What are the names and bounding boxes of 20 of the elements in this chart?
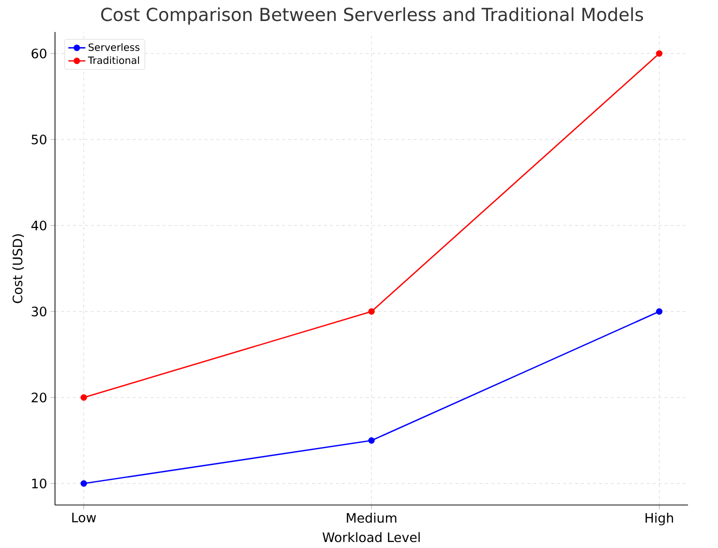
y-tick-label: 40	[31, 220, 46, 230]
x-tick-label: Low	[72, 512, 96, 522]
point	[656, 50, 662, 57]
legend-label: Serverless	[88, 43, 140, 51]
y-tick-label: 30	[32, 306, 46, 316]
point	[80, 394, 88, 401]
y-tick-label: 60	[32, 48, 46, 58]
x-tick-label: High	[646, 512, 674, 526]
point	[368, 308, 375, 315]
y-tick-label: 10	[32, 478, 46, 488]
point	[80, 480, 88, 487]
x-tick-label: Medium	[346, 512, 396, 523]
y-tick-label: 50	[32, 134, 46, 144]
legend-label: Traditional	[88, 56, 139, 64]
point	[656, 308, 662, 315]
chart-title: Cost Comparison Between Serverless and Traditional Models	[101, 7, 644, 25]
x-axis-title: Workload Level	[322, 532, 420, 542]
y-tick-label: 20	[32, 392, 46, 402]
point	[368, 437, 375, 444]
y-axis-title: Cost (USD)	[12, 234, 24, 304]
